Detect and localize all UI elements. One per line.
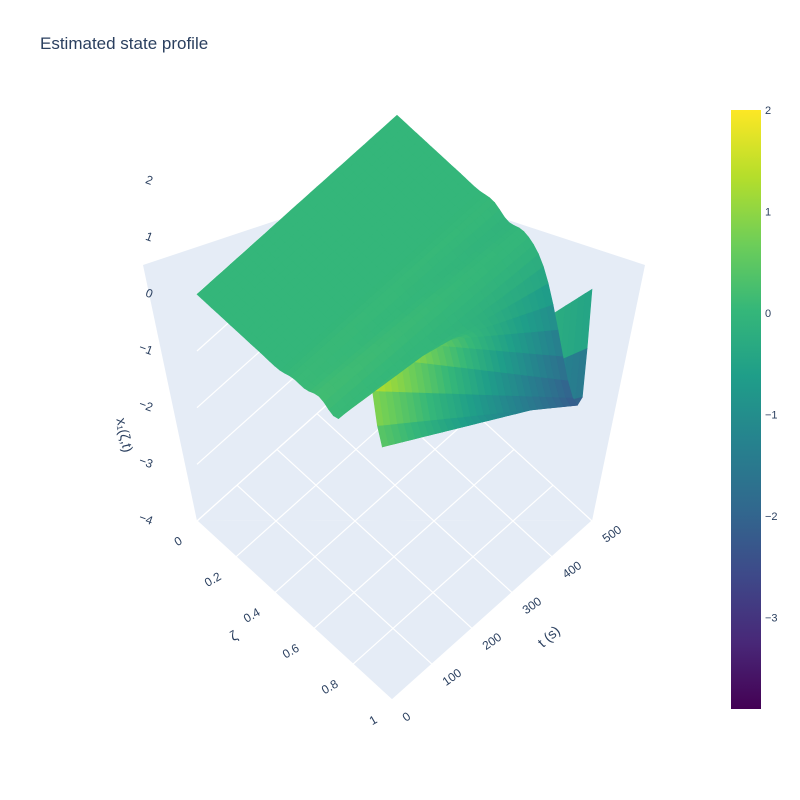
- floor-grid-line: [391, 520, 593, 701]
- z-axis-ticks: −4 −3 −2 −1 0 1 2: [137, 172, 155, 528]
- z-tick-label: −2: [137, 397, 155, 415]
- floor: [197, 520, 592, 700]
- z-tick-label: 0: [144, 286, 155, 302]
- floor-grid-line: [352, 484, 554, 665]
- colorbar-tick-label: −3: [765, 613, 778, 625]
- z-tick-label: −3: [137, 453, 155, 471]
- zeta-tick-label: 0.2: [202, 569, 224, 590]
- surface-mesh: [196, 114, 593, 448]
- zeta-tick-label: 0.4: [241, 605, 263, 626]
- z-tick-label: 1: [144, 229, 155, 245]
- t-axis-label: t (s): [534, 622, 563, 650]
- floor-grid-line: [316, 413, 513, 594]
- colorbar-tick-label: 0: [765, 308, 771, 320]
- t-tick-label: 100: [440, 666, 465, 689]
- floor-grid-line: [196, 520, 393, 701]
- colorbar-tick-label: −1: [765, 410, 778, 422]
- colorbar-tick-label: 1: [765, 207, 771, 219]
- t-tick-label: 500: [600, 522, 625, 545]
- z-tick-label: −4: [137, 510, 155, 528]
- z-tick-label: −1: [137, 340, 155, 358]
- colorbar-tick-label: −2: [765, 511, 778, 523]
- wall-grid-line: [196, 1, 398, 182]
- colorbar-ticks: 2 1 0 −1 −2 −3: [765, 105, 778, 625]
- floor-grid-line: [274, 413, 476, 594]
- t-tick-label: 300: [520, 594, 545, 617]
- colorbar-bar: [731, 110, 761, 709]
- zeta-tick-label: 0.6: [280, 641, 302, 662]
- floor-grid-line: [276, 448, 473, 629]
- wall-grid-line: [196, 58, 398, 239]
- zeta-tick-label: 0: [172, 533, 185, 549]
- z-tick-label: 2: [144, 172, 155, 188]
- floor-grid-line: [236, 484, 433, 665]
- z-axis-label: x₁(ζ,t): [113, 416, 136, 454]
- zeta-tick-label: 0.8: [319, 677, 341, 698]
- t-tick-label: 400: [560, 558, 585, 581]
- colorbar-tick-label: 2: [765, 105, 771, 117]
- t-tick-label: 0: [400, 709, 414, 724]
- zeta-tick-label: 1: [367, 712, 380, 728]
- scene-3d[interactable]: −4 −3 −2 −1 0 1 2 0 0.2 0.4 0.6 0.8 1 0 100 200 300 400…: [113, 1, 645, 728]
- colorbar: 2 1 0 −1 −2 −3: [731, 105, 778, 709]
- t-tick-label: 200: [480, 630, 505, 653]
- floor-grid-line: [313, 448, 515, 629]
- surface-facet: [389, 114, 403, 127]
- chart-title: Estimated state profile: [40, 34, 209, 53]
- zeta-axis-label: ζ: [227, 627, 240, 644]
